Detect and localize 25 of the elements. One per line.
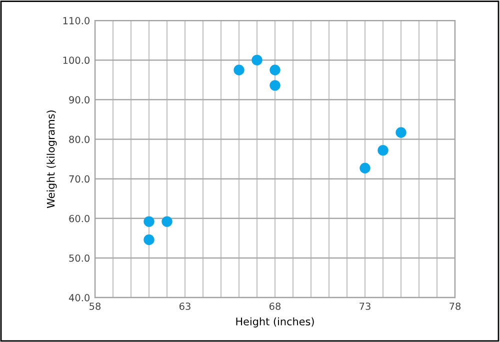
x-tick-label: 58 <box>90 302 101 310</box>
y-tick-label: 60.0 <box>69 214 90 222</box>
x-axis-title: Height (inches) <box>236 317 314 328</box>
x-tick-label: 63 <box>179 302 190 310</box>
y-tick-label: 40.0 <box>68 294 90 302</box>
point <box>360 162 370 174</box>
point <box>270 80 280 91</box>
point <box>144 216 154 227</box>
point <box>378 144 388 156</box>
point <box>396 127 406 138</box>
y-tick-label: 90.0 <box>69 96 90 104</box>
point <box>234 64 244 76</box>
x-tick-label: 73 <box>360 302 370 310</box>
point <box>162 216 172 227</box>
x-tick-label: 78 <box>450 302 461 310</box>
point <box>270 64 280 76</box>
point <box>144 234 154 246</box>
point <box>252 54 262 66</box>
y-tick-label: 80.0 <box>69 136 90 144</box>
y-tick-label: 70.0 <box>69 175 90 183</box>
y-axis-title: Weight (kilograms) <box>46 110 57 208</box>
x-tick-label: 68 <box>269 302 281 310</box>
y-tick-label: 50.0 <box>69 254 90 262</box>
y-tick-label: 100.0 <box>63 56 90 64</box>
y-tick-label: 110.0 <box>63 17 90 24</box>
